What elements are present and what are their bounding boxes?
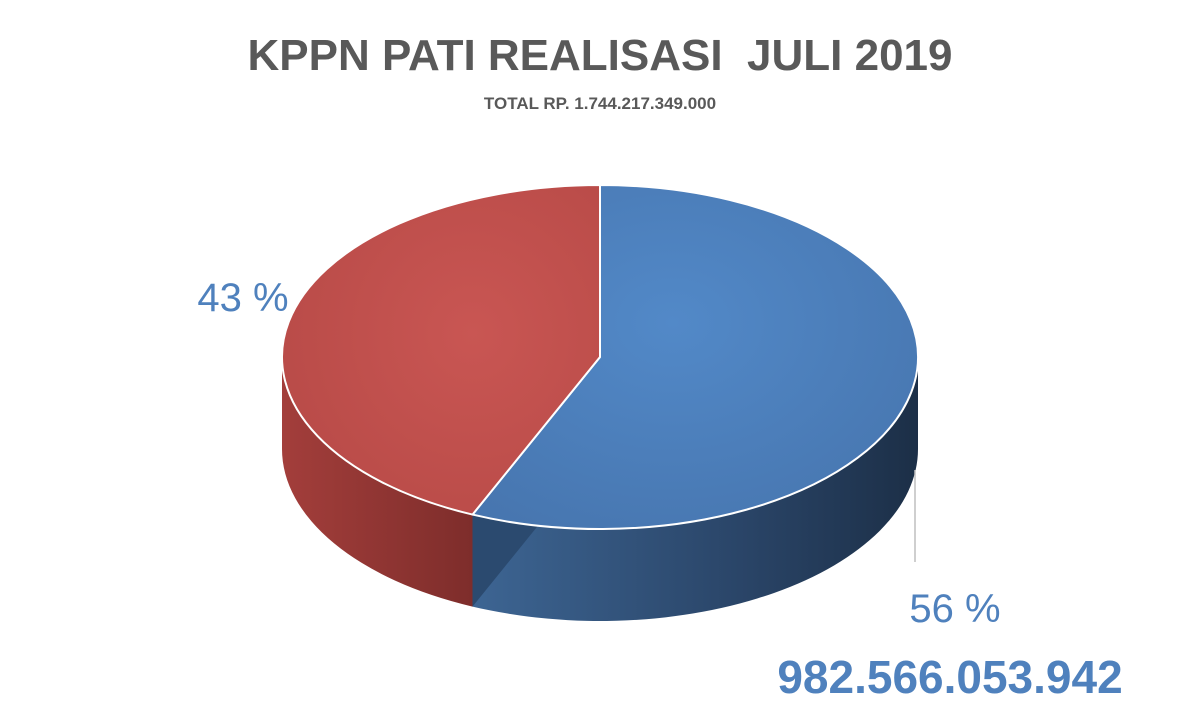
chart-title: KPPN PATI REALISASI JULI 2019: [248, 31, 953, 80]
slice-2-percent-label: 43 %: [197, 276, 288, 320]
pie-tops: [281, 184, 919, 530]
slice-1-amount-label: 982.566.053.942: [777, 651, 1122, 703]
chart-subtitle: TOTAL RP. 1.744.217.349.000: [484, 94, 716, 113]
pie-slice-side-1: [472, 357, 918, 622]
pie-slice-side-2: [282, 357, 473, 607]
pie-slice-top-1: [471, 184, 919, 530]
pie-labels: 56 % 982.566.053.942 43 %: [197, 276, 1122, 703]
pie-slice-top-2: [281, 184, 601, 516]
slice-1-percent-label: 56 %: [909, 587, 1000, 631]
